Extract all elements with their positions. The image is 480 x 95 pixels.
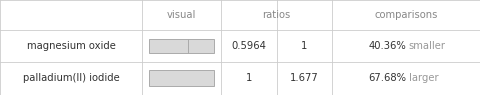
Text: comparisons: comparisons [374, 10, 437, 20]
Text: ratios: ratios [262, 10, 290, 20]
Text: visual: visual [167, 10, 196, 20]
Text: 0.5964: 0.5964 [231, 41, 266, 51]
Text: 67.68%: 67.68% [368, 73, 406, 83]
Bar [149, 70, 214, 86]
Text: palladium(II) iodide: palladium(II) iodide [23, 73, 119, 83]
Text: 40.36%: 40.36% [368, 41, 406, 51]
Text: 1.677: 1.677 [289, 73, 318, 83]
Text: magnesium oxide: magnesium oxide [26, 41, 115, 51]
Text: larger: larger [408, 73, 438, 83]
Text: 1: 1 [300, 41, 307, 51]
Text: 1: 1 [245, 73, 252, 83]
Bar [149, 39, 214, 53]
Text: smaller: smaller [408, 41, 445, 51]
